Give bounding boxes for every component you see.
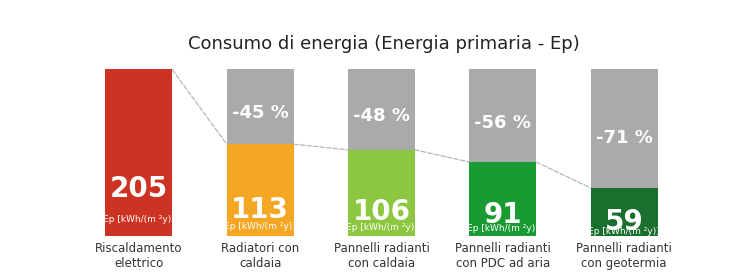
Text: -56 %: -56 % (474, 114, 531, 132)
Text: 59: 59 (604, 209, 644, 237)
Text: 106: 106 (352, 198, 410, 226)
FancyBboxPatch shape (226, 144, 293, 236)
Text: Ep [kWh/(m ²y)]: Ep [kWh/(m ²y)] (224, 222, 296, 231)
Text: -48 %: -48 % (353, 107, 410, 125)
FancyBboxPatch shape (348, 150, 415, 236)
Text: -71 %: -71 % (596, 129, 652, 147)
Text: Ep [kWh/(m ²y)]: Ep [kWh/(m ²y)] (103, 215, 175, 224)
Text: Ep [kWh/(m ²y)]: Ep [kWh/(m ²y)] (588, 227, 660, 235)
FancyBboxPatch shape (348, 70, 415, 150)
Text: 205: 205 (110, 175, 168, 203)
FancyBboxPatch shape (105, 70, 172, 236)
Text: Radiatori con
caldaia: Radiatori con caldaia (221, 242, 299, 270)
Text: Ep [kWh/(m ²y)]: Ep [kWh/(m ²y)] (467, 224, 538, 233)
Text: Ep [kWh/(m ²y)]: Ep [kWh/(m ²y)] (346, 223, 417, 232)
Text: Riscaldamento
elettrico: Riscaldamento elettrico (95, 242, 182, 270)
FancyBboxPatch shape (226, 70, 293, 144)
Text: Pannelli radianti
con PDC ad aria: Pannelli radianti con PDC ad aria (454, 242, 550, 270)
FancyBboxPatch shape (470, 162, 536, 236)
Text: Pannelli radianti
con caldaia: Pannelli radianti con caldaia (334, 242, 430, 270)
FancyBboxPatch shape (591, 70, 658, 188)
Text: Pannelli radianti
con geotermia: Pannelli radianti con geotermia (576, 242, 672, 270)
Text: Consumo di energia (Energia primaria - Ep): Consumo di energia (Energia primaria - E… (188, 35, 580, 53)
Text: 91: 91 (484, 201, 522, 229)
Text: 113: 113 (231, 196, 289, 224)
FancyBboxPatch shape (470, 70, 536, 162)
Text: -45 %: -45 % (232, 104, 289, 122)
FancyBboxPatch shape (591, 188, 658, 236)
